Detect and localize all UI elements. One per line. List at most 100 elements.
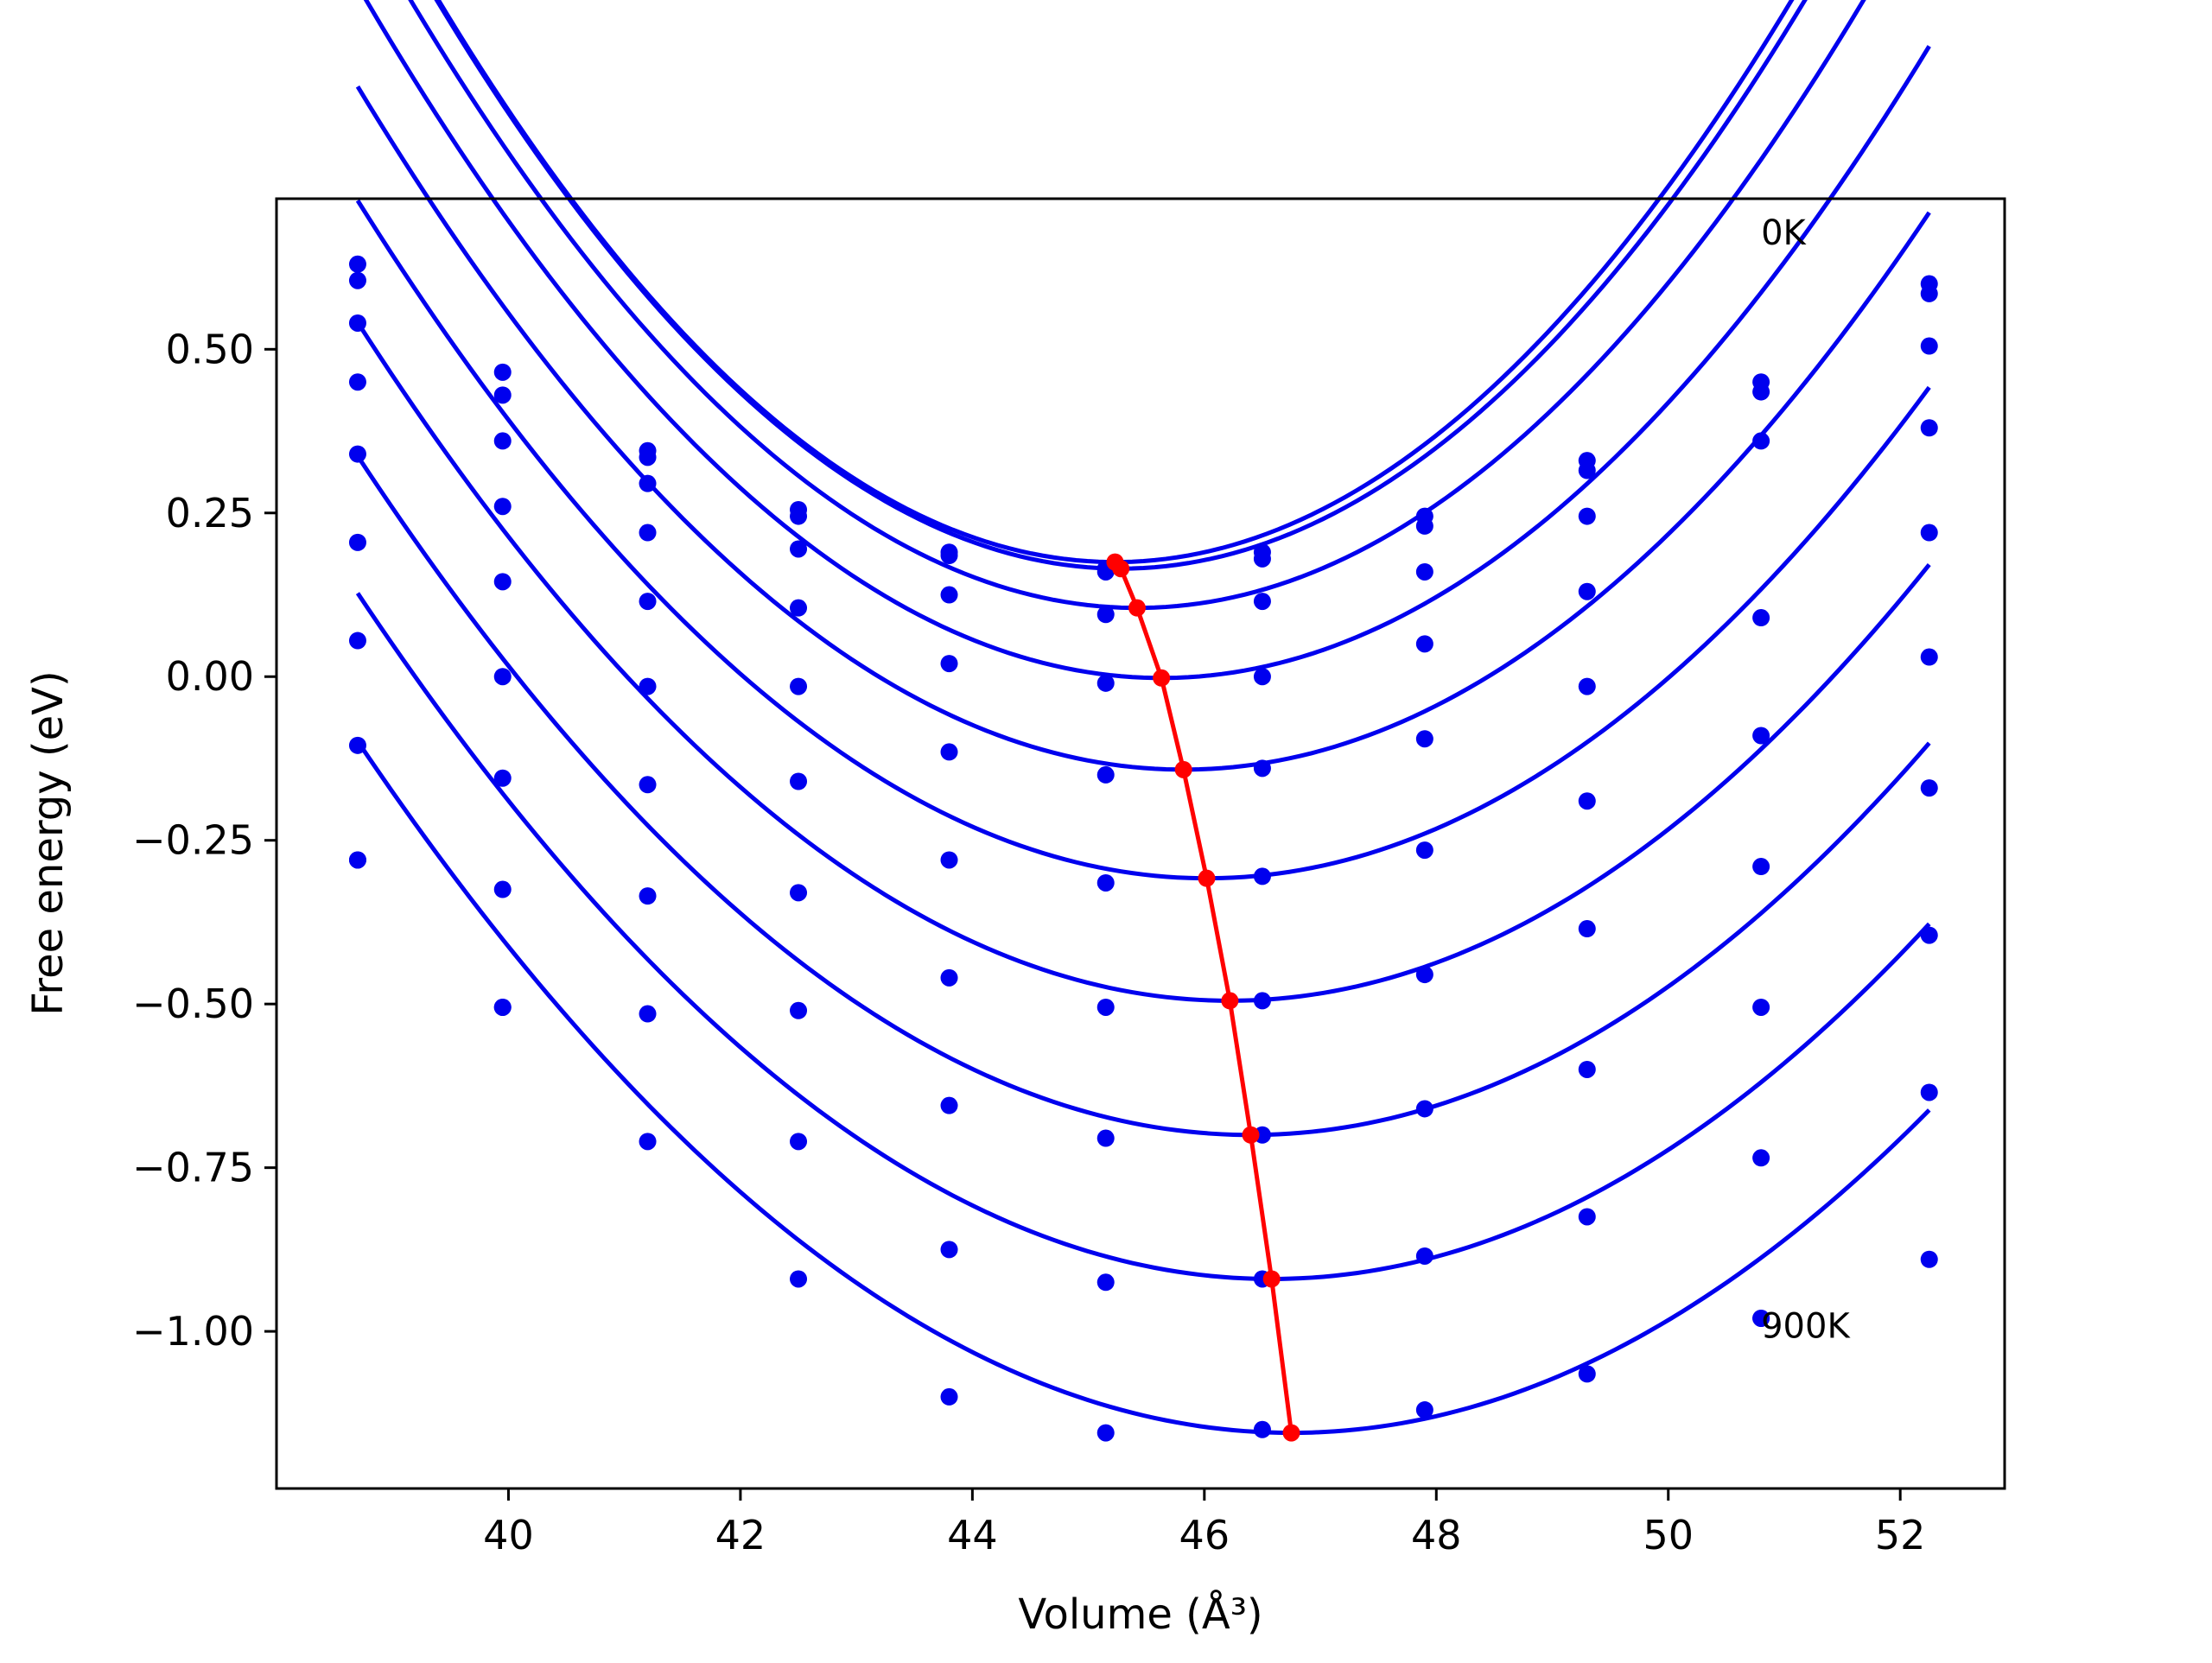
data-point (1920, 419, 1938, 437)
data-point (940, 1241, 958, 1259)
data-point (1920, 648, 1938, 666)
data-point (1096, 1273, 1115, 1292)
data-point (1578, 1365, 1596, 1383)
y-axis-ticks: −1.00 −0.75 −0.50 −0.25 0.00 0.25 0.50 (132, 326, 276, 1355)
data-point (639, 1005, 657, 1023)
fit-curve-1 (434, 0, 1808, 571)
data-point (1415, 730, 1433, 748)
minimum-point (1262, 1270, 1281, 1288)
minimum-line-path (1113, 560, 1294, 1433)
data-point (1920, 779, 1938, 797)
data-points (348, 255, 1938, 1442)
data-point (1920, 926, 1938, 944)
minimum-point (1112, 560, 1130, 578)
data-point (1253, 992, 1271, 1010)
x-tick-label: 50 (1643, 1512, 1694, 1558)
data-point (790, 677, 808, 695)
x-tick-label: 40 (483, 1512, 534, 1558)
data-point (1096, 765, 1115, 784)
data-point (1752, 858, 1770, 876)
x-tick-label: 48 (1411, 1512, 1462, 1558)
minimum-point (1242, 1126, 1260, 1144)
data-point (639, 448, 657, 467)
data-point (493, 498, 512, 516)
data-point (1578, 677, 1596, 695)
data-point (1752, 1309, 1770, 1327)
fit-curve-4 (355, 85, 1931, 772)
data-point (940, 586, 958, 604)
data-point (1096, 1129, 1115, 1147)
data-point (790, 884, 808, 902)
x-tick-label: 52 (1875, 1512, 1926, 1558)
data-point (1415, 1401, 1433, 1419)
fit-curves (355, 0, 1931, 1436)
y-tick-label: 0.50 (166, 326, 254, 372)
data-point (493, 386, 512, 404)
y-tick-label: −1.00 (132, 1308, 254, 1355)
data-point (1253, 867, 1271, 885)
data-point (1578, 1208, 1596, 1226)
data-point (1253, 759, 1271, 778)
data-point (1578, 1060, 1596, 1078)
fit-curve-5 (355, 199, 1931, 881)
x-tick-label: 44 (947, 1512, 998, 1558)
annotations: 0K 900K (1761, 213, 1851, 1347)
data-point (1752, 1149, 1770, 1167)
data-point (1415, 841, 1433, 860)
fit-curve-8 (355, 592, 1931, 1281)
data-point (1752, 727, 1770, 745)
data-point (493, 432, 512, 450)
fit-curve-7 (355, 454, 1931, 1138)
data-point (348, 255, 366, 273)
y-tick-label: 0.00 (166, 653, 254, 700)
data-point (790, 1133, 808, 1151)
data-point (493, 363, 512, 381)
y-tick-label: −0.25 (132, 817, 254, 864)
data-point (1096, 873, 1115, 892)
data-point (940, 1096, 958, 1114)
data-point (1920, 1083, 1938, 1101)
data-point (1920, 337, 1938, 355)
data-point (1578, 792, 1596, 810)
annotation-label: 900K (1761, 1307, 1851, 1347)
data-point (1415, 562, 1433, 581)
x-axis-ticks: 40 42 44 46 48 50 52 (483, 1488, 1925, 1558)
data-point (790, 772, 808, 790)
data-point (1415, 1247, 1433, 1265)
fit-curve-9 (355, 739, 1931, 1436)
data-point (790, 1001, 808, 1019)
data-point (348, 736, 366, 754)
plot-frame (275, 197, 2006, 1490)
data-point (940, 547, 958, 565)
data-point (940, 743, 958, 761)
data-point (493, 668, 512, 686)
x-tick-label: 46 (1179, 1512, 1230, 1558)
data-point (639, 677, 657, 695)
data-point (1752, 998, 1770, 1016)
data-point (1415, 635, 1433, 653)
minimum-point (1282, 1424, 1300, 1442)
data-point (1415, 1100, 1433, 1118)
data-point (940, 1387, 958, 1406)
data-point (348, 271, 366, 289)
data-point (348, 373, 366, 391)
y-tick-label: −0.75 (132, 1145, 254, 1191)
data-point (639, 593, 657, 611)
fit-curve-3 (363, 0, 1931, 681)
data-point (1578, 920, 1596, 938)
data-point (790, 540, 808, 558)
annotation-label: 0K (1761, 213, 1807, 253)
data-point (1415, 517, 1433, 535)
data-point (790, 1270, 808, 1288)
data-point (1578, 507, 1596, 525)
minimum-point (1221, 992, 1239, 1010)
minimum-point (1153, 669, 1171, 687)
data-point (1253, 549, 1271, 568)
data-point (1096, 1424, 1115, 1442)
data-point (493, 998, 512, 1016)
data-point (1096, 998, 1115, 1016)
data-point (348, 851, 366, 869)
data-point (348, 314, 366, 332)
